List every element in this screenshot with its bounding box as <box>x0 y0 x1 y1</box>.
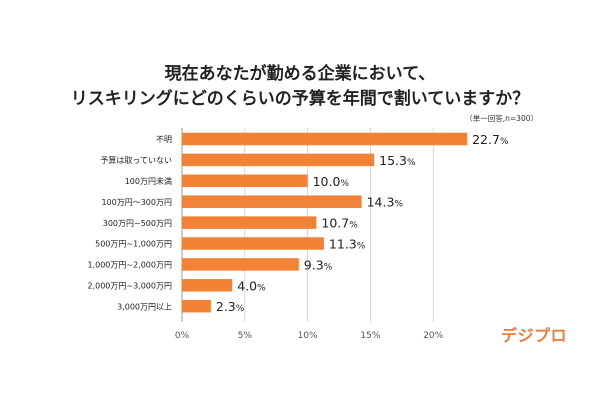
category-label: 300万円~500万円 <box>103 219 172 228</box>
data-label: 9.3% <box>304 257 333 272</box>
data-label: 15.3% <box>379 153 416 168</box>
sample-note: （単一回答,n=300） <box>465 114 538 123</box>
bar <box>182 299 211 313</box>
category-label: 1,000万円~2,000万円 <box>87 261 172 270</box>
category-label: 予算は取っていない <box>100 155 172 165</box>
brand-logo: デジプロ <box>501 326 568 345</box>
data-label: 11.3% <box>329 237 366 252</box>
category-label: 不明 <box>156 135 172 144</box>
x-tick-label: 15% <box>360 331 380 341</box>
bar <box>182 216 317 229</box>
x-tick-label: 5% <box>238 331 253 341</box>
category-label: 2,000万円~3,000万円 <box>87 282 172 291</box>
data-label: 22.7% <box>472 132 509 147</box>
chart-title-line-1: 現在あなたが勤める企業において、 <box>164 64 436 84</box>
chart-title-line-2: リスキリングにどのくらいの予算を年間で割いていますか？ <box>70 89 530 109</box>
category-label: 100万円～300万円 <box>101 198 172 207</box>
category-label: 100万円未満 <box>125 176 172 186</box>
category-label: 500万円~1,000万円 <box>95 240 172 249</box>
bar <box>182 153 375 167</box>
bar <box>182 195 362 208</box>
data-label: 2.3% <box>216 299 245 314</box>
x-tick-label: 10% <box>298 331 318 341</box>
x-tick-label: 0% <box>175 331 190 341</box>
x-tick-label: 20% <box>423 331 443 341</box>
data-label: 4.0% <box>237 278 266 293</box>
bar <box>182 237 324 250</box>
bar <box>182 258 299 271</box>
bar <box>182 174 308 188</box>
category-label: 3,000万円以上 <box>117 302 172 311</box>
data-label: 10.0% <box>313 174 350 189</box>
bar <box>182 132 468 146</box>
data-label: 10.7% <box>321 216 358 231</box>
data-label: 14.3% <box>367 195 404 210</box>
bar <box>182 279 233 292</box>
